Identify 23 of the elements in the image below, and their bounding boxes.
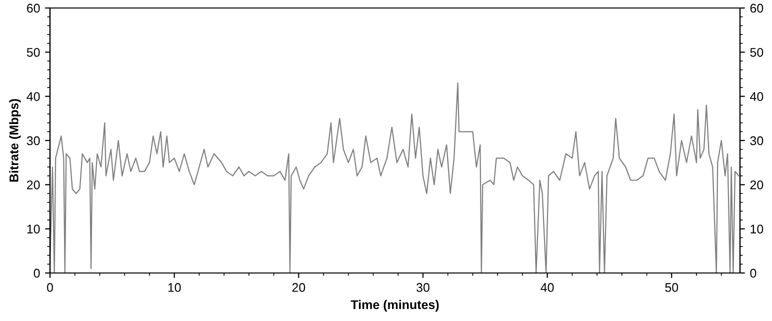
y2-tick-label: 20	[750, 180, 764, 190]
y-tick-label: 50	[26, 48, 40, 57]
x-tick-label: 20	[292, 283, 306, 292]
y-tick-label: 0	[34, 268, 40, 278]
y-tick-label: 60	[27, 4, 40, 13]
y2-tick-label: 0	[750, 268, 756, 278]
y2-tick-label: 50	[750, 48, 764, 57]
y2-tick-label: 40	[750, 92, 764, 101]
y-tick-label: 10	[27, 224, 40, 234]
y2-tick-label: 60	[750, 4, 764, 13]
y-tick-label: 30	[26, 136, 40, 146]
x-tick-label: 0	[47, 283, 53, 292]
x-tick-label: 50	[665, 283, 678, 292]
y-axis-title: Bitrate (Mbps)	[9, 99, 21, 182]
y-tick-label: 20	[27, 180, 40, 190]
line-series	[50, 82, 740, 273]
y2-tick-label: 30	[750, 136, 764, 146]
x-tick-label: 30	[416, 283, 430, 292]
y-tick-label: 40	[26, 92, 40, 101]
x-axis-title: Time (minutes)	[350, 300, 439, 312]
x-tick-label: 40	[540, 283, 554, 292]
x-tick-label: 10	[168, 283, 181, 292]
y2-tick-label: 10	[750, 224, 764, 234]
